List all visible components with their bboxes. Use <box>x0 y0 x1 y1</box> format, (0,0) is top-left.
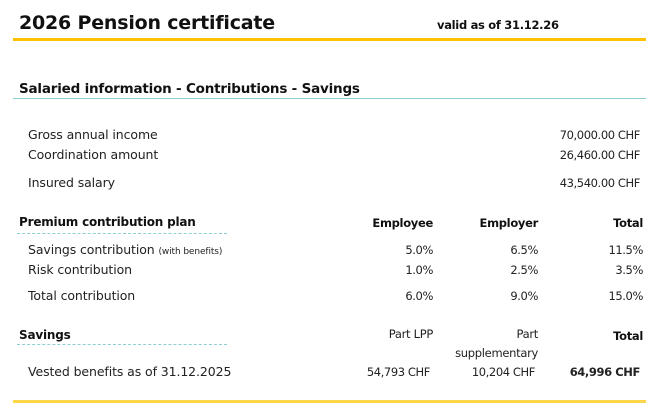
savings-heading: Savings <box>19 328 71 342</box>
savings-contribution-text: Savings contribution <box>28 242 155 257</box>
risk-contribution-label: Risk contribution <box>28 262 132 277</box>
col-employee: Employee <box>372 216 433 230</box>
section-divider <box>13 98 646 99</box>
col-employer: Employer <box>479 216 539 230</box>
vested-part-lpp: 54,793 CHF <box>366 365 431 379</box>
total-contribution-label: Total contribution <box>28 288 136 303</box>
page-title: 2026 Pension certificate <box>19 12 275 34</box>
savings-employee: 5.0% <box>405 243 433 257</box>
section-title: Salaried information - Contributions - S… <box>19 81 360 97</box>
contribution-plan-heading: Premium contribution plan <box>19 215 196 229</box>
gross-income-label: Gross annual income <box>28 127 158 142</box>
risk-employee: 1.0% <box>405 263 433 277</box>
insured-salary-label: Insured salary <box>28 175 115 190</box>
col-savings-total: Total <box>613 329 643 343</box>
valid-date: valid as of 31.12.26 <box>437 18 559 32</box>
contribution-heading-underline <box>17 233 227 234</box>
bottom-divider <box>13 400 646 403</box>
savings-contribution-note: (with benefits) <box>158 247 223 257</box>
total-employee: 6.0% <box>405 289 433 303</box>
col-part-supp-line2: supplementary <box>455 346 538 360</box>
savings-contribution-label: Savings contribution (with benefits) <box>28 242 222 257</box>
savings-employer: 6.5% <box>510 243 538 257</box>
risk-employer: 2.5% <box>510 263 538 277</box>
total-total: 15.0% <box>608 289 643 303</box>
coordination-amount-value: 26,460.00 CHF <box>559 148 641 162</box>
col-part-supp-line1: Part <box>516 327 538 341</box>
col-part-lpp: Part LPP <box>388 327 434 341</box>
vested-benefits-label: Vested benefits as of 31.12.2025 <box>28 364 232 379</box>
risk-total: 3.5% <box>615 263 643 277</box>
total-employer: 9.0% <box>510 289 538 303</box>
savings-heading-underline <box>17 344 227 345</box>
savings-total: 11.5% <box>608 243 643 257</box>
coordination-amount-label: Coordination amount <box>28 147 159 162</box>
top-divider <box>13 38 646 41</box>
gross-income-value: 70,000.00 CHF <box>559 128 641 142</box>
vested-part-supp: 10,204 CHF <box>471 365 536 379</box>
col-total: Total <box>613 216 643 230</box>
insured-salary-value: 43,540.00 CHF <box>559 176 641 190</box>
vested-total: 64,996 CHF <box>569 365 641 379</box>
